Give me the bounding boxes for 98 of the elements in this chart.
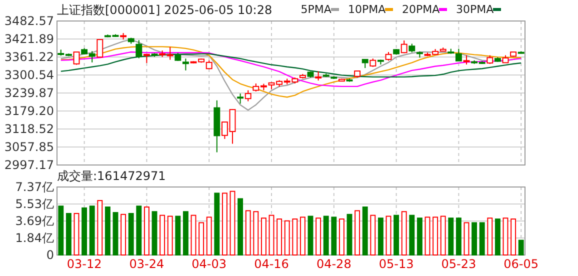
candlestick [244, 90, 252, 102]
bar [198, 222, 204, 256]
bar [424, 216, 430, 256]
bar [260, 218, 266, 256]
bar [346, 214, 352, 256]
candlestick [400, 40, 408, 54]
x-tick-label: 06-05 [504, 257, 539, 271]
bar [354, 210, 360, 256]
bar [136, 206, 142, 256]
bar [238, 198, 244, 256]
bar [276, 218, 282, 256]
bar [370, 214, 376, 256]
x-tick-label: 05-23 [441, 257, 476, 271]
bar [58, 206, 64, 256]
bar [432, 216, 438, 256]
bar [440, 216, 446, 256]
bar [82, 207, 88, 256]
candlestick [237, 93, 244, 104]
legend-label: 5PMA [300, 3, 332, 16]
y-tick-label: 2997.17 [4, 158, 54, 172]
bar [494, 218, 500, 256]
bar [104, 206, 110, 256]
bar [284, 220, 290, 256]
candlestick [96, 38, 104, 58]
bar [378, 218, 384, 256]
bar [222, 192, 228, 256]
bar [167, 216, 173, 256]
y-tick-label: 3.69亿 [15, 214, 54, 228]
x-tick-label: 05-13 [378, 257, 414, 271]
bar [518, 240, 524, 256]
y-tick-label: 3179.20 [4, 104, 54, 118]
y-tick-label: 3361.22 [4, 50, 54, 64]
y-tick-label: 3239.87 [4, 86, 54, 100]
bar [190, 214, 196, 256]
chart-title: 成交量:161472971 [57, 169, 166, 183]
bar [245, 210, 251, 256]
bar [206, 216, 212, 256]
legend-label: 10PMA [348, 3, 386, 16]
bar [308, 216, 314, 256]
bar [152, 211, 158, 256]
x-tick-label: 03-24 [129, 257, 164, 271]
y-tick-label: 5.53亿 [15, 197, 54, 212]
x-tick-label: 04-16 [254, 257, 289, 271]
bar [362, 206, 368, 256]
candlestick [136, 40, 142, 59]
bar [416, 218, 422, 256]
bar [182, 211, 188, 256]
y-tick-label: 3482.57 [4, 14, 54, 28]
bar [456, 218, 462, 256]
bar [120, 214, 126, 256]
bar [409, 214, 415, 256]
bar [487, 218, 493, 256]
bar [230, 190, 236, 256]
bar [502, 218, 508, 256]
y-tick-label: 3300.54 [4, 68, 54, 82]
bar [464, 222, 470, 256]
y-tick-label: 3421.89 [4, 32, 54, 46]
bar [386, 216, 392, 256]
x-tick-label: 04-28 [316, 257, 352, 271]
x-tick-label: 04-03 [192, 257, 227, 271]
bar [268, 214, 274, 256]
bar [331, 216, 337, 256]
bar [128, 212, 134, 256]
x-tick-label: 03-12 [66, 257, 102, 271]
bar [253, 211, 259, 256]
candlestick [463, 54, 470, 65]
bar [214, 192, 220, 256]
candlestick [182, 58, 189, 71]
bar [144, 206, 150, 256]
bar [97, 200, 103, 256]
bar [401, 211, 407, 256]
y-tick-label: 1.84亿 [15, 231, 54, 246]
bar [479, 222, 485, 256]
bar [66, 212, 72, 256]
bar [160, 214, 166, 256]
bar [316, 218, 322, 256]
legend-label: 30PMA [456, 3, 494, 16]
y-tick-label: 3057.85 [4, 140, 54, 154]
candlestick [73, 52, 80, 66]
chart-title: 上证指数[000001] 2025-06-05 10:28 [57, 3, 272, 17]
bar [338, 218, 344, 256]
legend-label: 20PMA [402, 3, 440, 16]
bar [300, 216, 306, 256]
y-tick-label: 7.37亿 [15, 180, 54, 194]
bar [472, 222, 478, 256]
candlestick [455, 48, 462, 62]
bar [323, 216, 329, 256]
bar [394, 214, 400, 256]
bar [448, 218, 454, 256]
y-tick-label: 0 [46, 248, 54, 262]
bar [112, 212, 118, 256]
bar [175, 216, 181, 256]
bar [89, 206, 95, 256]
bar [292, 218, 298, 256]
bar [510, 218, 516, 256]
bar [74, 212, 80, 256]
y-tick-label: 3118.52 [4, 122, 54, 136]
candlestick [315, 70, 322, 81]
